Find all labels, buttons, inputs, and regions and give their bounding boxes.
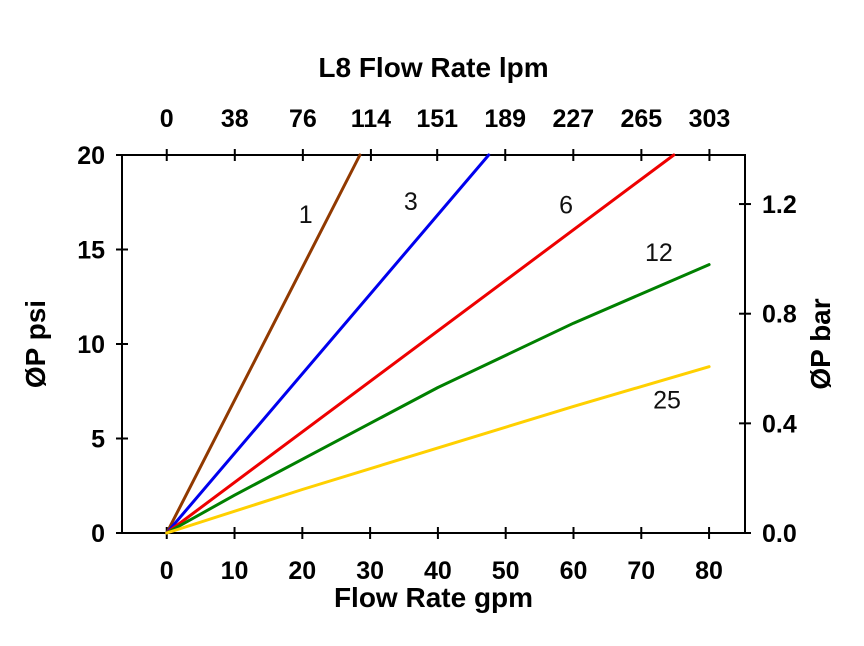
x-bottom-tick-label: 40 (424, 557, 452, 585)
top-axis-title: L8 Flow Rate lpm (318, 52, 549, 83)
x-top-tick-label: 303 (689, 105, 731, 133)
series-label-1: 1 (299, 201, 313, 229)
x-top-tick-label: 0 (160, 105, 174, 133)
x-bottom-tick-label: 60 (560, 557, 588, 585)
x-top-tick-label: 189 (484, 105, 526, 133)
y-left-tick-label: 15 (77, 237, 105, 265)
y-right-tick-label: 0.0 (762, 520, 797, 548)
series-line-6 (165, 153, 676, 535)
x-top-tick-label: 227 (552, 105, 594, 133)
series-line-3 (165, 153, 491, 535)
y-left-tick-label: 20 (77, 142, 105, 170)
x-top-tick-label: 151 (416, 105, 458, 133)
bottom-axis-title: Flow Rate gpm (333, 582, 534, 613)
x-top-tick-label: 265 (621, 105, 663, 133)
x-bottom-tick-label: 50 (492, 557, 520, 585)
series-label-25: 25 (653, 386, 681, 414)
series-label-12: 12 (645, 239, 673, 267)
y-right-tick-label: 0.4 (762, 410, 797, 438)
x-top-tick-label: 76 (289, 105, 317, 133)
series-line-25 (165, 365, 711, 535)
y-left-tick-label: 5 (91, 426, 105, 454)
x-top-tick-label: 114 (351, 105, 391, 133)
series-label-6: 6 (559, 192, 573, 220)
series-line-12 (165, 263, 711, 535)
x-bottom-tick-label: 0 (160, 557, 174, 585)
x-bottom-tick-label: 30 (356, 557, 384, 585)
y-left-tick-label: 0 (91, 520, 105, 548)
y-right-tick-label: 1.2 (762, 191, 797, 219)
series-line-1 (165, 153, 362, 535)
x-top-tick-label: 38 (221, 105, 249, 133)
x-bottom-tick-label: 80 (695, 557, 723, 585)
y-right-tick-label: 0.8 (762, 301, 797, 329)
x-bottom-tick-label: 10 (221, 557, 249, 585)
series-label-3: 3 (404, 188, 418, 216)
x-bottom-tick-label: 70 (627, 557, 655, 585)
y-left-tick-label: 10 (77, 331, 105, 359)
x-bottom-tick-label: 20 (288, 557, 316, 585)
